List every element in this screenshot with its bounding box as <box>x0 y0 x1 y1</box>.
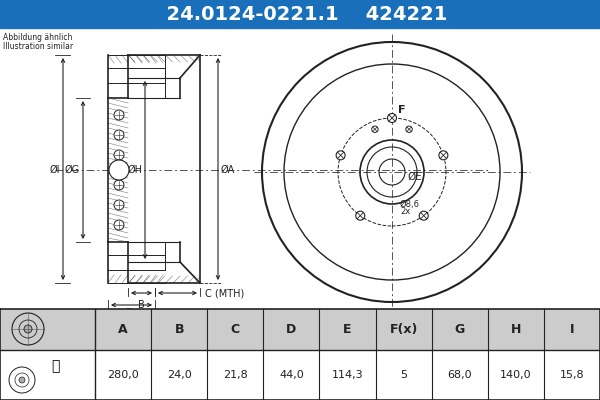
Circle shape <box>114 220 124 230</box>
Text: Ø8,6: Ø8,6 <box>400 200 420 208</box>
Circle shape <box>388 114 397 122</box>
Text: ØI: ØI <box>49 165 60 175</box>
Text: Abbildung ähnlich: Abbildung ähnlich <box>3 33 73 42</box>
Bar <box>544 309 600 350</box>
Circle shape <box>372 126 378 132</box>
Text: ØG: ØG <box>65 165 80 175</box>
Text: B: B <box>137 300 145 310</box>
Text: G: G <box>455 323 465 336</box>
Text: E: E <box>343 323 352 336</box>
Bar <box>431 309 488 350</box>
Bar <box>0 309 600 400</box>
Text: 5: 5 <box>400 370 407 380</box>
Text: F(x): F(x) <box>389 323 418 336</box>
Text: ØA: ØA <box>221 165 235 175</box>
Text: I: I <box>569 323 574 336</box>
Text: F: F <box>398 105 406 115</box>
Bar <box>0 309 95 350</box>
Text: 140,0: 140,0 <box>500 370 532 380</box>
Text: 21,8: 21,8 <box>223 370 248 380</box>
Text: D: D <box>286 323 296 336</box>
Circle shape <box>114 165 124 175</box>
Text: A: A <box>118 323 128 336</box>
Bar <box>0 0 600 28</box>
Text: H: H <box>511 323 521 336</box>
Text: 24,0: 24,0 <box>167 370 191 380</box>
Text: 280,0: 280,0 <box>107 370 139 380</box>
Circle shape <box>114 150 124 160</box>
Text: B: B <box>175 323 184 336</box>
Text: C (MTH): C (MTH) <box>205 288 244 298</box>
Text: 114,3: 114,3 <box>332 370 364 380</box>
Text: 15,8: 15,8 <box>560 370 584 380</box>
Text: 68,0: 68,0 <box>448 370 472 380</box>
Text: C: C <box>231 323 240 336</box>
Circle shape <box>24 325 32 333</box>
Text: 🔩: 🔩 <box>51 359 59 373</box>
Circle shape <box>19 377 25 383</box>
Circle shape <box>336 151 345 160</box>
Text: 2x: 2x <box>400 208 410 216</box>
Circle shape <box>406 126 412 132</box>
Text: ØH: ØH <box>128 165 143 175</box>
Circle shape <box>114 200 124 210</box>
Bar <box>95 309 151 350</box>
Circle shape <box>109 160 129 180</box>
Bar <box>488 309 544 350</box>
Circle shape <box>356 211 365 220</box>
Text: 44,0: 44,0 <box>279 370 304 380</box>
Text: Illustration similar: Illustration similar <box>3 42 73 51</box>
Bar <box>207 309 263 350</box>
Bar <box>376 309 431 350</box>
Text: ØE: ØE <box>407 172 422 182</box>
Bar <box>0 28 600 308</box>
Circle shape <box>114 180 124 190</box>
Text: D: D <box>126 308 134 318</box>
Circle shape <box>114 110 124 120</box>
Circle shape <box>114 130 124 140</box>
Bar <box>319 309 376 350</box>
Bar <box>263 309 319 350</box>
Circle shape <box>439 151 448 160</box>
Text: 24.0124-0221.1    424221: 24.0124-0221.1 424221 <box>153 4 447 24</box>
Bar <box>151 309 207 350</box>
Circle shape <box>419 211 428 220</box>
